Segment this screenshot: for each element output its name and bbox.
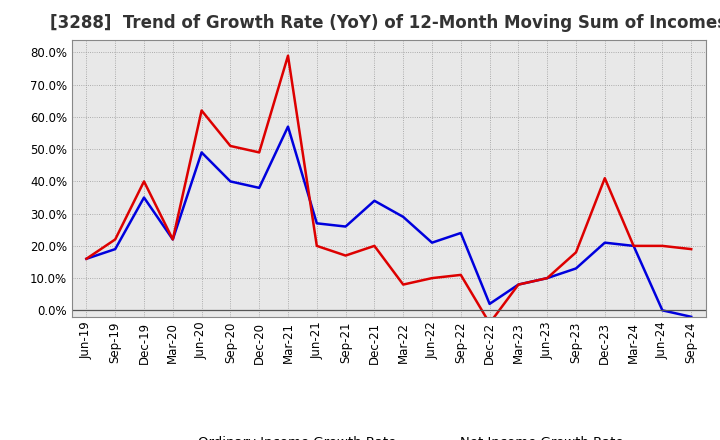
Net Income Growth Rate — [456, 272, 465, 278]
Ordinary Income Growth Rate — [370, 198, 379, 203]
Ordinary Income Growth Rate — [312, 221, 321, 226]
Ordinary Income Growth Rate — [629, 243, 638, 249]
Ordinary Income Growth Rate — [140, 195, 148, 200]
Net Income Growth Rate — [312, 243, 321, 249]
Ordinary Income Growth Rate — [600, 240, 609, 246]
Ordinary Income Growth Rate — [341, 224, 350, 229]
Ordinary Income Growth Rate — [197, 150, 206, 155]
Line: Ordinary Income Growth Rate: Ordinary Income Growth Rate — [86, 127, 691, 317]
Line: Net Income Growth Rate: Net Income Growth Rate — [86, 56, 691, 323]
Net Income Growth Rate — [514, 282, 523, 287]
Net Income Growth Rate — [140, 179, 148, 184]
Title: [3288]  Trend of Growth Rate (YoY) of 12-Month Moving Sum of Incomes: [3288] Trend of Growth Rate (YoY) of 12-… — [50, 15, 720, 33]
Net Income Growth Rate — [572, 249, 580, 255]
Ordinary Income Growth Rate — [572, 266, 580, 271]
Legend: Ordinary Income Growth Rate, Net Income Growth Rate: Ordinary Income Growth Rate, Net Income … — [149, 431, 629, 440]
Net Income Growth Rate — [600, 176, 609, 181]
Net Income Growth Rate — [370, 243, 379, 249]
Net Income Growth Rate — [428, 275, 436, 281]
Ordinary Income Growth Rate — [168, 237, 177, 242]
Net Income Growth Rate — [399, 282, 408, 287]
Net Income Growth Rate — [687, 246, 696, 252]
Net Income Growth Rate — [284, 53, 292, 59]
Net Income Growth Rate — [168, 237, 177, 242]
Ordinary Income Growth Rate — [456, 231, 465, 236]
Ordinary Income Growth Rate — [284, 124, 292, 129]
Ordinary Income Growth Rate — [543, 275, 552, 281]
Ordinary Income Growth Rate — [111, 246, 120, 252]
Net Income Growth Rate — [197, 108, 206, 113]
Net Income Growth Rate — [543, 275, 552, 281]
Ordinary Income Growth Rate — [82, 256, 91, 261]
Ordinary Income Growth Rate — [514, 282, 523, 287]
Net Income Growth Rate — [82, 256, 91, 261]
Net Income Growth Rate — [629, 243, 638, 249]
Ordinary Income Growth Rate — [399, 214, 408, 220]
Ordinary Income Growth Rate — [485, 301, 494, 307]
Ordinary Income Growth Rate — [428, 240, 436, 246]
Net Income Growth Rate — [255, 150, 264, 155]
Ordinary Income Growth Rate — [255, 185, 264, 191]
Ordinary Income Growth Rate — [226, 179, 235, 184]
Ordinary Income Growth Rate — [658, 308, 667, 313]
Net Income Growth Rate — [111, 237, 120, 242]
Net Income Growth Rate — [658, 243, 667, 249]
Net Income Growth Rate — [485, 321, 494, 326]
Ordinary Income Growth Rate — [687, 314, 696, 319]
Net Income Growth Rate — [226, 143, 235, 149]
Net Income Growth Rate — [341, 253, 350, 258]
